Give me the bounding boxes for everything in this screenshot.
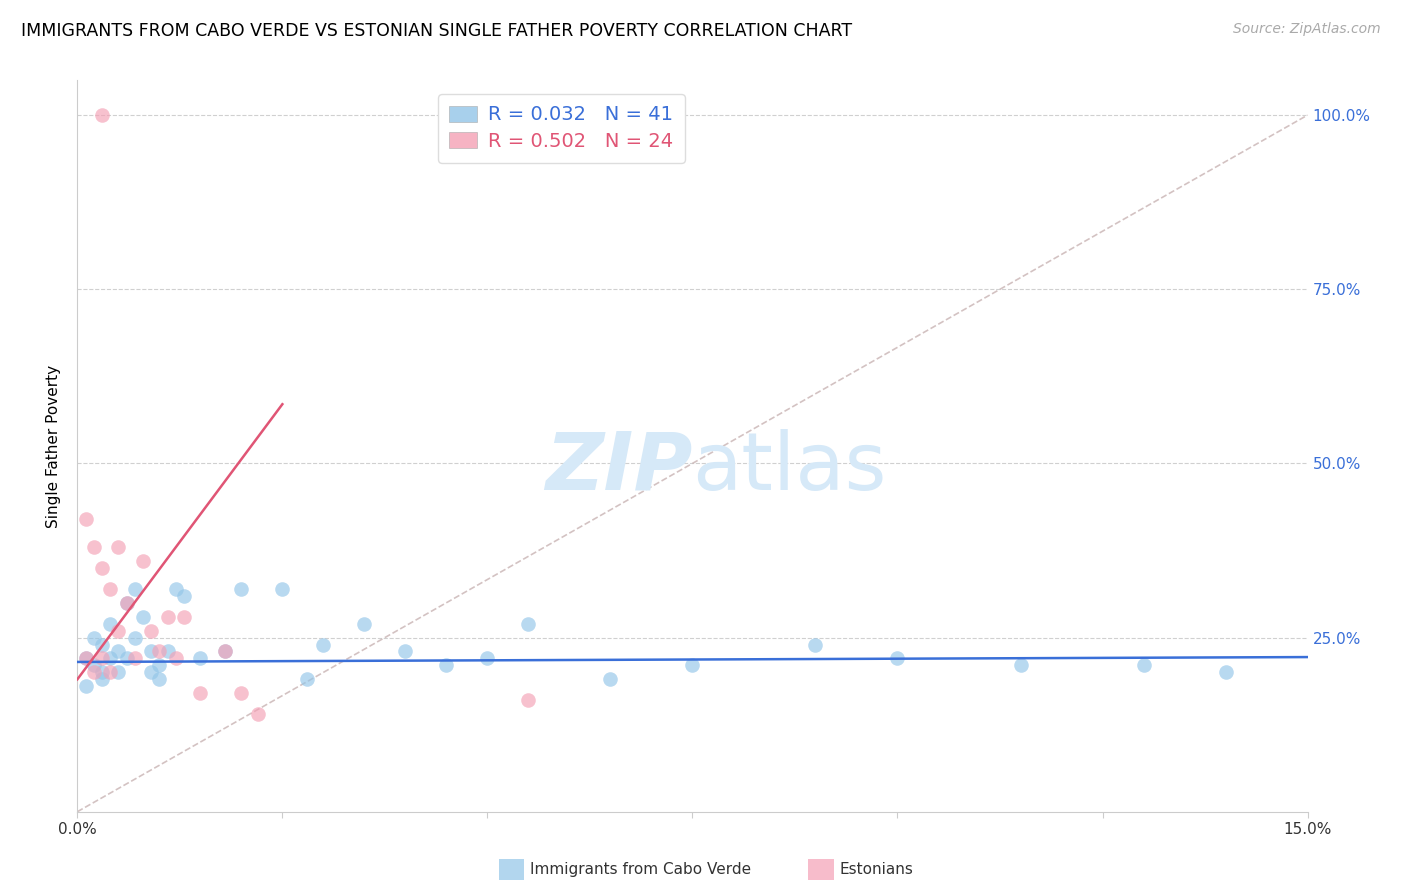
Text: atlas: atlas: [693, 429, 887, 507]
Point: [115, 596, 138, 610]
Point: [804, 638, 827, 652]
Point: [90, 651, 114, 665]
Point: [83, 631, 105, 645]
Point: [107, 540, 129, 554]
Point: [353, 616, 375, 631]
Point: [83, 665, 105, 680]
Point: [98, 665, 121, 680]
Point: [599, 673, 621, 687]
Point: [115, 651, 138, 665]
Point: [165, 582, 187, 596]
Point: [132, 554, 155, 568]
Text: IMMIGRANTS FROM CABO VERDE VS ESTONIAN SINGLE FATHER POVERTY CORRELATION CHART: IMMIGRANTS FROM CABO VERDE VS ESTONIAN S…: [21, 22, 852, 40]
Point: [173, 589, 195, 603]
Point: [107, 624, 129, 638]
Point: [148, 658, 170, 673]
Point: [75, 679, 97, 693]
Point: [124, 631, 146, 645]
Text: Source: ZipAtlas.com: Source: ZipAtlas.com: [1233, 22, 1381, 37]
Point: [156, 609, 179, 624]
Point: [214, 644, 236, 658]
Point: [90, 638, 114, 652]
Point: [107, 644, 129, 658]
Point: [90, 561, 114, 575]
Point: [188, 686, 212, 700]
Point: [124, 582, 146, 596]
Point: [90, 673, 114, 687]
Point: [141, 665, 163, 680]
Point: [75, 512, 97, 526]
Point: [148, 673, 170, 687]
Text: ZIP: ZIP: [546, 429, 693, 507]
Point: [1010, 658, 1032, 673]
Point: [83, 540, 105, 554]
Point: [75, 651, 97, 665]
Point: [156, 644, 179, 658]
Point: [75, 651, 97, 665]
Point: [90, 108, 114, 122]
Text: Immigrants from Cabo Verde: Immigrants from Cabo Verde: [530, 863, 751, 877]
Point: [246, 707, 269, 722]
Legend: R = 0.032   N = 41, R = 0.502   N = 24: R = 0.032 N = 41, R = 0.502 N = 24: [437, 94, 685, 162]
Point: [517, 616, 540, 631]
Point: [312, 638, 335, 652]
Point: [1132, 658, 1154, 673]
Text: Estonians: Estonians: [839, 863, 914, 877]
Point: [477, 651, 499, 665]
Point: [107, 665, 129, 680]
Point: [295, 673, 318, 687]
Point: [98, 582, 121, 596]
Point: [124, 651, 146, 665]
Point: [271, 582, 294, 596]
Point: [682, 658, 704, 673]
Y-axis label: Single Father Poverty: Single Father Poverty: [46, 365, 62, 527]
Point: [98, 651, 121, 665]
Point: [132, 609, 155, 624]
Point: [231, 582, 253, 596]
Point: [394, 644, 416, 658]
Point: [83, 658, 105, 673]
Point: [173, 609, 195, 624]
Point: [90, 665, 114, 680]
Point: [115, 596, 138, 610]
Point: [231, 686, 253, 700]
Point: [165, 651, 187, 665]
Point: [436, 658, 458, 673]
Point: [517, 693, 540, 707]
Point: [886, 651, 908, 665]
Point: [214, 644, 236, 658]
Point: [98, 616, 121, 631]
Point: [188, 651, 212, 665]
Point: [148, 644, 170, 658]
Point: [1215, 665, 1237, 680]
Point: [141, 624, 163, 638]
Point: [141, 644, 163, 658]
